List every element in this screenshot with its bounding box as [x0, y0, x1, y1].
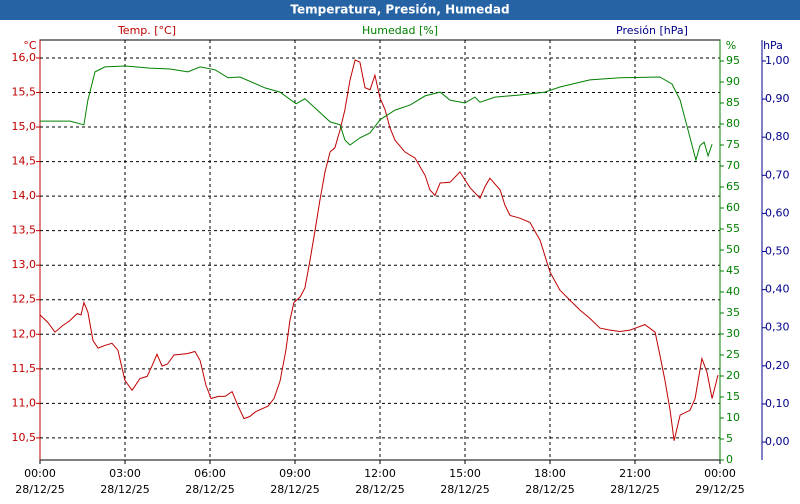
y3-tick-label: 0,30 — [765, 321, 790, 334]
y2-tick-label: 85 — [726, 96, 740, 109]
x-tick-date: 28/12/25 — [355, 483, 404, 496]
y2-tick-label: 25 — [726, 348, 740, 361]
x-tick-label: 00:00 — [24, 467, 56, 480]
y-tick-label: 12,0 — [12, 327, 37, 340]
x-tick-date: 28/12/25 — [100, 483, 149, 496]
y3-tick-label: 0,70 — [765, 168, 790, 181]
x-tick-date: 28/12/25 — [185, 483, 234, 496]
y2-tick-label: 90 — [726, 75, 740, 88]
x-tick-label: 06:00 — [194, 467, 226, 480]
y2-tick-label: 75 — [726, 138, 740, 151]
x-tick-date: 28/12/25 — [610, 483, 659, 496]
y-tick-label: 10,5 — [12, 431, 37, 444]
y2-tick-label: 55 — [726, 222, 740, 235]
x-tick-label: 03:00 — [109, 467, 141, 480]
y2-tick-label: 65 — [726, 180, 740, 193]
y2-tick-label: 70 — [726, 159, 740, 172]
y3-tick-label: 0,00 — [765, 435, 790, 448]
y-tick-label: 15,5 — [12, 86, 37, 99]
series-line — [40, 65, 713, 163]
y2-tick-label: 50 — [726, 243, 740, 256]
x-tick-date: 29/12/25 — [695, 483, 744, 496]
y-tick-label: 13,5 — [12, 224, 37, 237]
y3-tick-label: 0,50 — [765, 245, 790, 258]
x-tick-label: 18:00 — [534, 467, 566, 480]
x-tick-label: 12:00 — [364, 467, 396, 480]
y-tick-label: 12,5 — [12, 293, 37, 306]
y3-tick-label: 0,60 — [765, 206, 790, 219]
y2-tick-label: 60 — [726, 201, 740, 214]
y2-tick-label: 0 — [726, 453, 733, 466]
axis-title: Presión [hPa] — [616, 24, 688, 37]
x-tick-date: 28/12/25 — [525, 483, 574, 496]
y-tick-label: 13,0 — [12, 258, 37, 271]
y2-tick-label: 40 — [726, 285, 740, 298]
y-tick-label: 15,0 — [12, 120, 37, 133]
x-tick-label: 00:00 — [704, 467, 736, 480]
x-tick-label: 15:00 — [449, 467, 481, 480]
y2-tick-label: 35 — [726, 306, 740, 319]
y3-tick-label: 1,00 — [765, 54, 790, 67]
y2-tick-label: 10 — [726, 411, 740, 424]
y2-tick-label: 30 — [726, 327, 740, 340]
x-tick-date: 28/12/25 — [440, 483, 489, 496]
y-tick-label: 11,5 — [12, 362, 37, 375]
y2-unit: % — [726, 39, 736, 52]
y2-tick-label: 45 — [726, 264, 740, 277]
y3-tick-label: 0,40 — [765, 283, 790, 296]
x-tick-date: 28/12/25 — [270, 483, 319, 496]
y3-unit: hPa — [763, 39, 783, 52]
y2-tick-label: 95 — [726, 54, 740, 67]
series-line — [39, 59, 719, 441]
x-tick-label: 09:00 — [279, 467, 311, 480]
y3-tick-label: 0,10 — [765, 397, 790, 410]
y-tick-label: 11,0 — [12, 396, 37, 409]
y3-tick-label: 0,80 — [765, 130, 790, 143]
y-unit: °C — [23, 39, 37, 52]
y2-tick-label: 80 — [726, 117, 740, 130]
chart-title: Temperatura, Presión, Humedad — [290, 3, 509, 17]
y2-tick-label: 5 — [726, 432, 733, 445]
x-tick-label: 21:00 — [619, 467, 651, 480]
y3-tick-label: 0,20 — [765, 359, 790, 372]
y-tick-label: 16,0 — [12, 51, 37, 64]
series-title: Humedad [%] — [362, 24, 438, 37]
y2-tick-label: 15 — [726, 390, 740, 403]
y3-tick-label: 0,90 — [765, 92, 790, 105]
y-tick-label: 14,5 — [12, 155, 37, 168]
y2-tick-label: 20 — [726, 369, 740, 382]
y-tick-label: 14,0 — [12, 189, 37, 202]
series-title: Temp. [°C] — [117, 24, 176, 37]
x-tick-date: 28/12/25 — [15, 483, 64, 496]
title-bar — [0, 0, 800, 20]
